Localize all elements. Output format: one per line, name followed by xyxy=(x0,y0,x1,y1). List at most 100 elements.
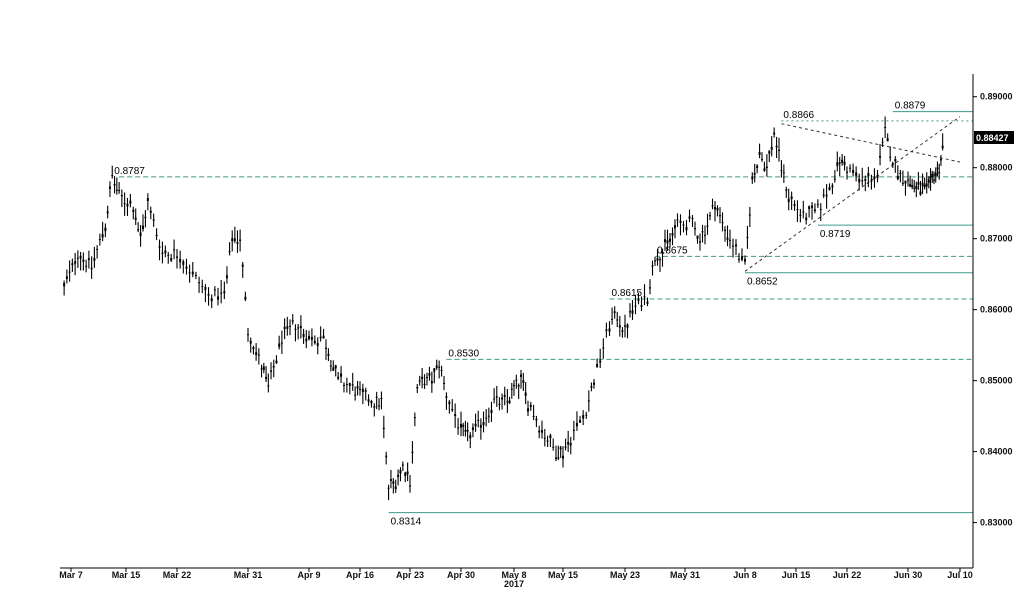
candle-body xyxy=(699,241,701,243)
candle-body xyxy=(674,225,676,229)
candle-body xyxy=(210,298,213,302)
last-value-marker: 0.88427 xyxy=(974,131,1014,144)
candle-body xyxy=(552,446,555,448)
candle-body xyxy=(466,429,469,432)
candle-body xyxy=(557,457,560,459)
trendline xyxy=(781,123,961,163)
trendlines xyxy=(744,116,961,272)
y-tick-label: 0.86000 xyxy=(980,305,1013,315)
candle-body xyxy=(294,328,297,330)
candle-body xyxy=(260,368,263,370)
y-tick-label: 0.84000 xyxy=(980,447,1013,457)
candle-body xyxy=(146,198,149,201)
candle-body xyxy=(685,226,688,231)
candle-body xyxy=(562,455,564,459)
candle-body xyxy=(676,219,679,221)
candle-body xyxy=(155,234,158,237)
candle-body xyxy=(582,415,585,419)
candle-body xyxy=(275,360,278,364)
candle-body xyxy=(223,291,226,294)
x-tick-label: May 15 xyxy=(548,570,578,580)
candle-body xyxy=(938,172,941,174)
candle-body xyxy=(385,455,388,458)
candle-body xyxy=(915,185,918,190)
candle-body xyxy=(255,352,258,355)
candle-body xyxy=(936,167,939,169)
candle-body xyxy=(907,179,909,181)
candle-body xyxy=(669,238,671,242)
candle-body xyxy=(361,388,364,393)
candle-body xyxy=(63,282,66,287)
candle-body xyxy=(879,155,882,158)
candle-body xyxy=(430,380,433,384)
candle-body xyxy=(106,211,109,214)
candle-body xyxy=(664,239,666,243)
candle-body xyxy=(329,365,332,367)
candle-body xyxy=(201,285,204,287)
candle-body xyxy=(272,365,275,368)
candle-body xyxy=(139,232,142,237)
candle-body xyxy=(217,296,220,300)
candle-body xyxy=(825,194,828,197)
candle-body xyxy=(289,325,292,327)
candle-body xyxy=(527,408,529,412)
x-tick-label: Mar 31 xyxy=(234,570,263,580)
candle-body xyxy=(543,437,546,439)
candle-body xyxy=(643,296,646,298)
candle-body xyxy=(513,385,515,387)
candle-body xyxy=(416,387,419,389)
candle-body xyxy=(185,266,188,269)
candle-body xyxy=(204,286,207,291)
candle-body xyxy=(520,374,522,377)
candle-body xyxy=(409,485,411,487)
candle-body xyxy=(654,260,656,262)
candle-body xyxy=(142,225,144,230)
candle-body xyxy=(524,392,527,396)
candle-body xyxy=(144,216,147,219)
x-tick-label: Jun 15 xyxy=(782,570,811,580)
candle-body xyxy=(137,229,140,231)
candle-body xyxy=(278,343,281,347)
candle-body xyxy=(87,258,90,261)
candle-body xyxy=(688,216,691,219)
candle-body xyxy=(559,447,562,450)
candle-body xyxy=(310,336,313,340)
candle-body xyxy=(464,430,467,432)
candle-body xyxy=(744,259,746,262)
candle-body xyxy=(198,282,201,284)
candle-body xyxy=(207,293,210,296)
candle-body xyxy=(490,409,493,414)
candle-body xyxy=(443,382,445,384)
candle-body xyxy=(394,486,397,490)
candle-body xyxy=(213,289,216,291)
candle-body xyxy=(291,320,294,322)
candle-body xyxy=(82,259,85,262)
candle-body xyxy=(756,165,759,168)
candle-body xyxy=(418,380,421,382)
candle-body xyxy=(308,336,310,340)
candle-body xyxy=(564,446,567,448)
candle-body xyxy=(515,379,518,381)
candle-body xyxy=(831,185,834,188)
candle-body xyxy=(901,182,904,184)
candle-body xyxy=(354,394,357,396)
candle-body xyxy=(382,427,385,430)
candle-body xyxy=(428,373,431,376)
candle-body xyxy=(682,224,685,226)
candle-body xyxy=(538,430,541,433)
x-tick-label: May 31 xyxy=(670,570,700,580)
candle-body xyxy=(894,159,897,162)
candle-body xyxy=(104,227,107,232)
candle-body xyxy=(726,237,729,240)
candle-body xyxy=(624,325,626,327)
candle-body xyxy=(332,367,335,371)
candle-body xyxy=(173,249,176,251)
x-tick-label: Apr 16 xyxy=(346,570,374,580)
candle-body xyxy=(790,196,793,200)
y-tick-label: 0.88000 xyxy=(980,163,1013,173)
candle-body xyxy=(819,208,822,210)
candle-body xyxy=(325,347,327,349)
candle-body xyxy=(375,396,378,398)
candle-body xyxy=(867,173,870,177)
candle-body xyxy=(406,471,409,475)
